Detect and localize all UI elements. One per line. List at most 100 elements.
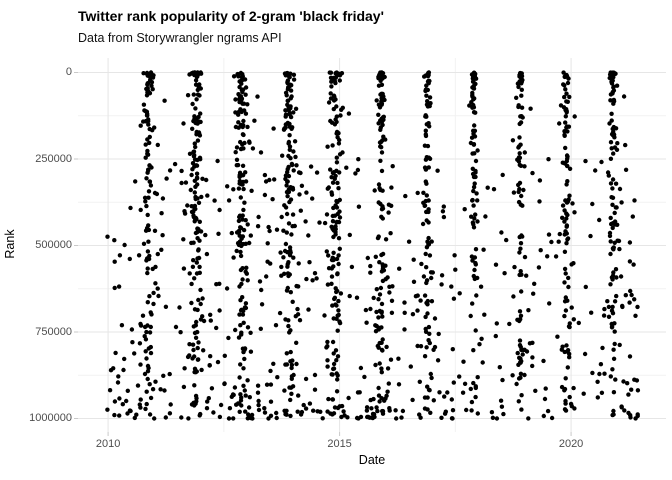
data-point <box>472 181 477 186</box>
data-point <box>581 391 586 396</box>
data-point <box>288 349 293 355</box>
data-point <box>358 414 364 420</box>
data-point <box>144 329 149 335</box>
data-point <box>188 187 193 193</box>
data-point <box>423 314 428 320</box>
data-point <box>469 408 474 413</box>
data-point <box>192 383 197 388</box>
data-point <box>224 286 230 291</box>
data-point <box>629 292 634 298</box>
data-point <box>247 240 252 246</box>
data-point <box>234 145 240 150</box>
data-point <box>615 141 620 146</box>
data-point <box>290 212 296 217</box>
data-point <box>208 354 213 359</box>
data-point <box>380 206 386 211</box>
data-point <box>470 151 475 156</box>
data-point <box>379 150 385 155</box>
data-point <box>606 304 612 310</box>
data-point <box>382 97 387 103</box>
data-point <box>397 266 402 271</box>
data-point <box>410 397 415 403</box>
data-point <box>389 298 395 303</box>
data-point <box>307 401 313 406</box>
data-point <box>256 398 261 404</box>
data-point <box>611 88 617 93</box>
data-point <box>179 415 184 420</box>
data-point <box>558 103 564 108</box>
data-point <box>197 219 202 224</box>
data-point <box>153 281 158 286</box>
data-point <box>471 380 476 386</box>
data-point <box>567 321 572 326</box>
data-point <box>519 407 524 412</box>
data-point <box>512 264 517 270</box>
data-point <box>609 195 614 200</box>
data-point <box>138 207 143 213</box>
data-point <box>385 275 390 280</box>
data-point <box>385 366 391 371</box>
data-point <box>245 278 250 283</box>
data-point <box>127 408 133 413</box>
data-point <box>112 285 117 291</box>
data-point <box>148 395 154 401</box>
data-point <box>442 411 448 416</box>
data-point <box>291 110 296 115</box>
data-point <box>255 224 261 229</box>
data-point <box>612 329 617 334</box>
data-point <box>181 121 186 126</box>
data-point <box>472 267 477 273</box>
data-point <box>138 323 144 328</box>
data-point <box>394 416 399 421</box>
data-point <box>324 212 330 217</box>
data-point <box>205 399 210 404</box>
data-point <box>241 77 246 82</box>
data-point <box>255 94 260 99</box>
data-point <box>372 188 377 193</box>
data-point <box>238 392 243 397</box>
data-point <box>462 207 467 212</box>
data-point <box>504 237 509 243</box>
data-point <box>182 366 187 371</box>
data-point <box>590 370 595 376</box>
data-point <box>137 402 142 407</box>
data-point <box>193 206 198 212</box>
data-point <box>530 363 535 369</box>
data-point <box>330 180 336 185</box>
data-point <box>238 195 243 200</box>
data-point <box>193 106 198 111</box>
data-point <box>181 237 186 242</box>
data-point <box>243 301 249 306</box>
data-point <box>622 408 627 413</box>
data-point <box>377 260 382 265</box>
data-point <box>494 416 500 421</box>
data-point <box>197 82 202 87</box>
data-point <box>146 122 151 127</box>
data-point <box>290 358 295 363</box>
data-point <box>376 385 381 391</box>
data-point <box>600 345 605 351</box>
data-point <box>200 314 205 319</box>
data-point <box>246 405 252 410</box>
data-point <box>194 132 199 137</box>
data-point <box>187 271 192 276</box>
data-point <box>460 390 466 395</box>
data-point <box>195 345 200 351</box>
data-point <box>369 406 374 411</box>
data-point <box>427 253 433 258</box>
data-point <box>117 253 123 258</box>
data-point <box>160 196 166 201</box>
data-point <box>498 398 504 403</box>
data-point <box>119 323 125 328</box>
data-point <box>191 92 196 97</box>
data-point <box>569 305 574 310</box>
data-point <box>553 254 559 259</box>
data-point <box>191 347 196 353</box>
data-point <box>196 200 202 205</box>
data-point <box>292 223 297 229</box>
data-point <box>378 285 384 291</box>
data-point <box>595 379 600 384</box>
data-point <box>562 388 567 393</box>
data-point <box>519 93 524 98</box>
data-point <box>402 310 407 315</box>
